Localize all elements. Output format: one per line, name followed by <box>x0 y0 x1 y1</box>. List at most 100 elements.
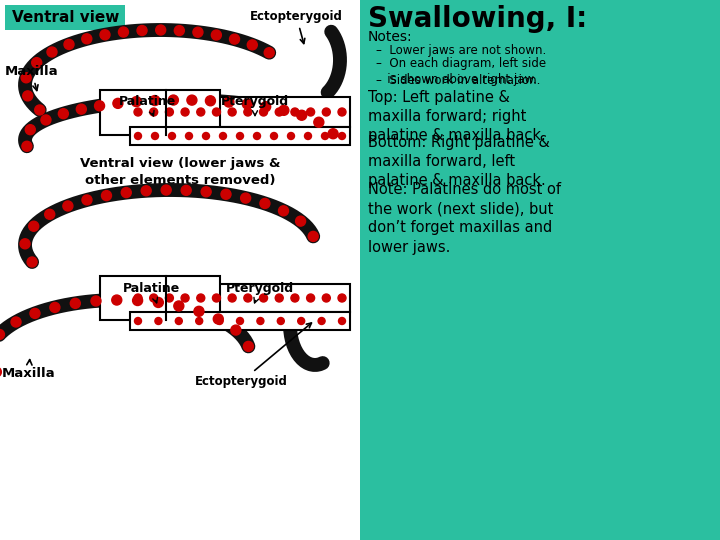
Circle shape <box>22 141 32 151</box>
Circle shape <box>161 185 171 195</box>
Circle shape <box>47 47 57 57</box>
Circle shape <box>279 105 289 116</box>
Circle shape <box>257 318 264 325</box>
Text: Ventral view: Ventral view <box>12 10 120 25</box>
Circle shape <box>134 294 142 302</box>
Circle shape <box>175 318 182 325</box>
Bar <box>100 276 220 320</box>
Text: –  Sides work in alternation.: – Sides work in alternation. <box>376 74 541 87</box>
Circle shape <box>76 104 86 114</box>
Circle shape <box>82 195 92 205</box>
Circle shape <box>291 294 299 302</box>
Circle shape <box>259 294 268 302</box>
Circle shape <box>150 294 158 302</box>
Circle shape <box>197 294 204 302</box>
Circle shape <box>224 97 234 107</box>
Circle shape <box>194 306 204 316</box>
Circle shape <box>166 108 174 116</box>
Circle shape <box>305 132 312 139</box>
Circle shape <box>64 39 74 49</box>
Circle shape <box>253 132 261 139</box>
Circle shape <box>297 110 307 120</box>
Circle shape <box>196 318 203 325</box>
Circle shape <box>29 221 39 231</box>
Circle shape <box>100 30 110 40</box>
Circle shape <box>247 40 257 50</box>
Text: Notes:: Notes: <box>368 30 413 44</box>
Circle shape <box>244 108 252 116</box>
Circle shape <box>71 299 81 308</box>
Circle shape <box>260 198 270 208</box>
Circle shape <box>338 294 346 302</box>
Text: Palatine: Palatine <box>120 95 176 116</box>
Circle shape <box>202 132 210 139</box>
Bar <box>100 90 220 135</box>
Circle shape <box>231 325 240 335</box>
Circle shape <box>240 193 251 203</box>
Circle shape <box>91 296 101 306</box>
Circle shape <box>328 129 338 139</box>
Circle shape <box>21 73 31 83</box>
Circle shape <box>338 318 346 325</box>
Text: –  On each diagram, left side
   is shown above right jaw.: – On each diagram, left side is shown ab… <box>376 57 546 86</box>
Text: Ventral view (lower jaws &
other elements removed): Ventral view (lower jaws & other element… <box>80 157 280 187</box>
Circle shape <box>212 30 221 40</box>
Circle shape <box>307 294 315 302</box>
Circle shape <box>308 232 318 241</box>
Circle shape <box>228 294 236 302</box>
Circle shape <box>197 108 204 116</box>
Circle shape <box>181 294 189 302</box>
Circle shape <box>322 132 328 139</box>
Circle shape <box>30 308 40 319</box>
Circle shape <box>32 58 42 68</box>
Circle shape <box>150 108 158 116</box>
Circle shape <box>212 294 220 302</box>
Text: Swallowing, I:: Swallowing, I: <box>368 5 588 33</box>
Circle shape <box>181 185 192 195</box>
Circle shape <box>296 216 305 226</box>
Circle shape <box>0 367 1 377</box>
Circle shape <box>228 108 236 116</box>
Circle shape <box>314 117 324 127</box>
Circle shape <box>187 95 197 105</box>
Text: Note: Palatines do most of
the work (next slide), but
don’t forget maxillas and
: Note: Palatines do most of the work (nex… <box>368 182 561 254</box>
Circle shape <box>121 187 131 198</box>
Circle shape <box>50 302 60 313</box>
Circle shape <box>275 108 283 116</box>
Text: Pterygoid: Pterygoid <box>226 282 294 303</box>
Circle shape <box>112 295 122 305</box>
Text: Maxilla: Maxilla <box>2 360 55 380</box>
Circle shape <box>259 108 268 116</box>
Circle shape <box>230 34 240 44</box>
Circle shape <box>166 294 174 302</box>
Circle shape <box>155 318 162 325</box>
Circle shape <box>338 132 346 139</box>
Circle shape <box>23 91 32 101</box>
Circle shape <box>264 48 274 58</box>
Circle shape <box>41 115 51 125</box>
Bar <box>130 97 350 127</box>
Circle shape <box>58 109 68 119</box>
Circle shape <box>135 318 142 325</box>
Circle shape <box>102 191 112 200</box>
Circle shape <box>221 190 231 199</box>
Circle shape <box>134 108 142 116</box>
Circle shape <box>45 210 55 219</box>
Circle shape <box>277 318 284 325</box>
Circle shape <box>168 132 176 139</box>
Circle shape <box>168 95 179 105</box>
Circle shape <box>213 314 223 324</box>
Circle shape <box>307 108 315 116</box>
Circle shape <box>212 108 220 116</box>
Circle shape <box>297 318 305 325</box>
Text: –  Lower jaws are not shown.: – Lower jaws are not shown. <box>376 44 546 57</box>
Circle shape <box>216 318 223 325</box>
Circle shape <box>11 317 21 327</box>
Text: Bottom: Right palatine &
maxilla forward, left
palatine & maxilla back.: Bottom: Right palatine & maxilla forward… <box>368 135 550 188</box>
Circle shape <box>279 206 289 216</box>
Circle shape <box>205 96 215 106</box>
Circle shape <box>141 186 151 196</box>
Circle shape <box>243 99 252 109</box>
Circle shape <box>135 132 142 139</box>
Circle shape <box>261 102 271 112</box>
